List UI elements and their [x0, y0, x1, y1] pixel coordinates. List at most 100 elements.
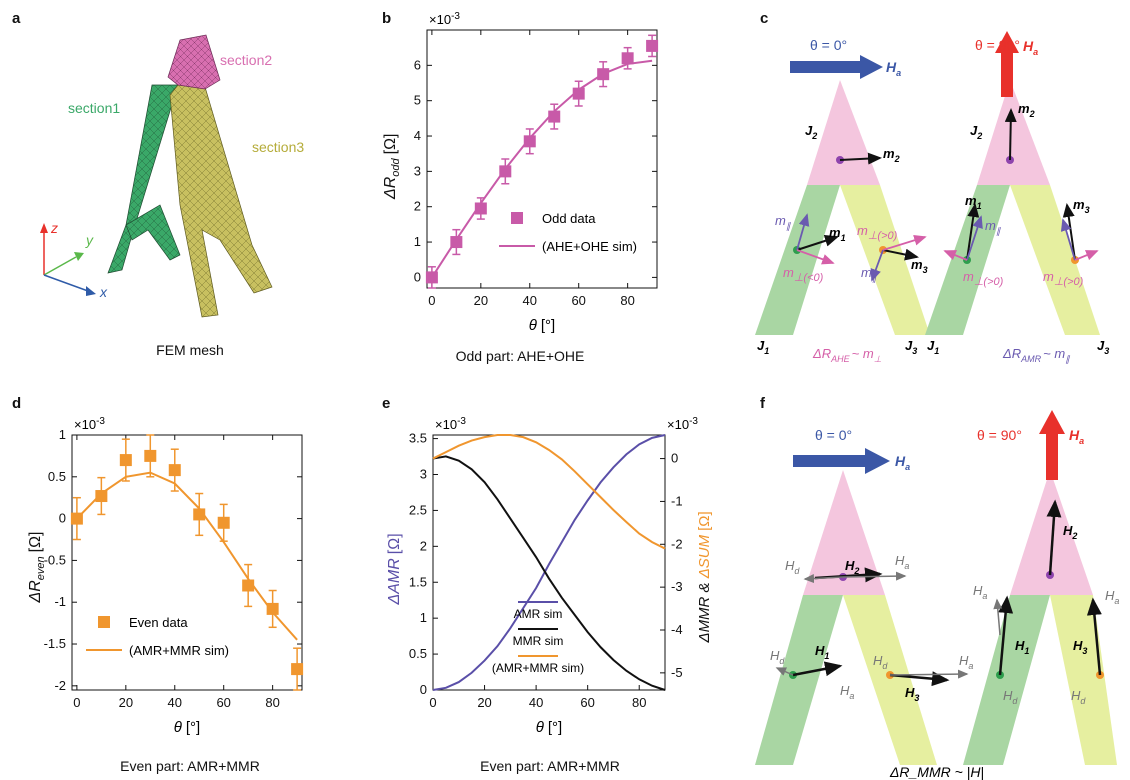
c-right-m3-perp-arrow [1074, 250, 1099, 261]
c-eq-ahe: ΔRAHE ~ m⊥ [812, 346, 882, 364]
chart-d: 0 20 40 60 80 1 0.5 0 -0.5 -1 -1.5 -2 ×10-3 θ [°] ΔReve… [27, 416, 304, 736]
data-point [217, 516, 230, 529]
f-caption: ΔR_MMR ~ |H| [889, 764, 984, 780]
y-tick-label: 0 [414, 269, 421, 284]
exponent-label: ×10-3 [74, 416, 105, 432]
c-left-structure [755, 80, 930, 335]
f-right-field-arrow [1039, 410, 1065, 480]
c-left-mperp-pos-label: m⊥(>0) [857, 223, 898, 242]
axis-y-head [74, 252, 84, 261]
panel-letter-d: d [12, 395, 22, 412]
c-left-m3-label: m3 [911, 257, 928, 275]
y-axis-label: ΔRodd[Ω] [382, 133, 402, 200]
f-left-Hd2-arrow [803, 574, 844, 584]
axis-x-arrow [43, 274, 89, 292]
legend-marker-points [511, 212, 523, 224]
c-left-mpar3-label: m∥ [861, 265, 878, 283]
y-tick-label: 2 [414, 199, 421, 214]
y-right-tick-label: -1 [671, 493, 683, 508]
f-left-H1-label: H1 [815, 643, 829, 661]
c-left-m3-arrow [882, 248, 919, 261]
f-right-H2-arrow [1046, 499, 1062, 576]
y-tick-label: 5 [414, 93, 421, 108]
x-tick-label: 20 [474, 293, 488, 308]
y-tick-label: 0.5 [48, 469, 66, 484]
c-right-J2-label: J2 [970, 123, 982, 141]
data-point [450, 236, 463, 249]
c-right-mperp1-label: m⊥(>0) [963, 269, 1004, 288]
x-tick-label: 0 [73, 695, 80, 710]
c-right-J1-label: J1 [927, 338, 939, 356]
data-point [266, 602, 279, 615]
chart-b: 0 20 40 60 80 0 1 2 3 4 5 6 ×10-3 θ [°] ΔRodd[Ω] Odd dat… [382, 11, 659, 334]
plot-frame [426, 29, 658, 289]
f-left-field-arrow [793, 448, 890, 474]
legend-label-line: (AMR+MMR sim) [129, 643, 229, 658]
c-left-field-arrow [790, 55, 883, 79]
f-left-structure [755, 470, 937, 765]
plot-frame [432, 434, 666, 691]
c-left-m3-perp-arrow [882, 235, 927, 251]
f-left-Ha2-label: Ha [895, 553, 909, 571]
y-tick-label: -1.5 [44, 636, 66, 651]
c-left-m1-perp-arrow [796, 249, 835, 265]
axis-y-arrow [43, 256, 77, 276]
c-left-m1-label: m1 [829, 225, 846, 243]
c-right-m3-arrow [1062, 203, 1076, 261]
c-right-mpar-label: m∥ [985, 218, 1002, 236]
legend-label-points: Even data [129, 615, 188, 630]
data-point [548, 110, 561, 123]
axis-y-label: y [85, 232, 94, 248]
data-point [597, 68, 610, 81]
c-left-field-label: Ha [886, 59, 901, 78]
c-right-m2-arrow [1004, 108, 1017, 161]
f-right-H1-label: H1 [1015, 638, 1029, 656]
label-section1: section1 [68, 100, 120, 116]
data-point [193, 508, 206, 521]
f-right-H3-arrow [1086, 597, 1102, 676]
c-right-m2-label: m2 [1018, 101, 1035, 119]
f-right-H2-label: H2 [1063, 523, 1077, 541]
label-section2: section2 [220, 52, 272, 68]
f-left-Ha3-arrow [889, 669, 969, 679]
caption-d: Even part: AMR+MMR [120, 758, 260, 774]
c-right-m1-perp-arrow [943, 250, 968, 261]
y-axis-label: ΔReven[Ω] [27, 531, 47, 603]
y-right-tick-label: -4 [671, 622, 683, 637]
y-left-tick-label: 2 [420, 538, 427, 553]
f-left-Ha3-label: Ha [959, 653, 973, 671]
c-right-m3-par-arrow [1060, 218, 1076, 261]
y-left-tick-label: 0.5 [409, 646, 427, 661]
y-right-tick-label: -3 [671, 579, 683, 594]
y-left-tick-label: 1.5 [409, 574, 427, 589]
data-point [168, 464, 181, 477]
c-left-J3-label: J3 [905, 338, 917, 356]
x-tick-label: 20 [119, 695, 133, 710]
data-point [119, 454, 132, 467]
x-tick-label: 40 [168, 695, 182, 710]
y-right-tick-label: -5 [671, 665, 683, 680]
x-tick-label: 60 [571, 293, 585, 308]
y-left-tick-label: 0 [420, 682, 427, 697]
diagram-c: θ = 0° Ha θ = 90° Ha m2 J2 m1 m∥ m⊥(<0) … [755, 31, 1109, 364]
legend-marker-points [98, 616, 110, 628]
y-left-tick-label: 3 [420, 467, 427, 482]
y-tick-label: 1 [414, 234, 421, 249]
exponent-right-label: ×10-3 [667, 416, 698, 432]
legend-label-2: (AMR+MMR sim) [492, 661, 584, 675]
plot-frame [71, 434, 303, 691]
label-section3: section3 [252, 139, 304, 155]
f-right-H1-arrow [998, 595, 1014, 676]
f-right-structure [963, 470, 1117, 765]
mesh-section1-leg [125, 204, 181, 261]
data-point [425, 271, 438, 284]
axis-x-head [86, 286, 96, 296]
f-left-Hd3-label: Hd [873, 653, 888, 671]
diagram-f: θ = 0° Ha θ = 90° Ha H2 Hd Ha H1 Hd Ha H… [755, 410, 1119, 780]
exponent-label: ×10-3 [429, 11, 460, 27]
f-left-H3-arrow [889, 671, 950, 687]
y-tick-label: 6 [414, 57, 421, 72]
axis-z-label: z [50, 220, 58, 236]
f-right-Ha1-arrow [993, 598, 1003, 636]
x-axis-label: θ [°] [529, 317, 555, 334]
